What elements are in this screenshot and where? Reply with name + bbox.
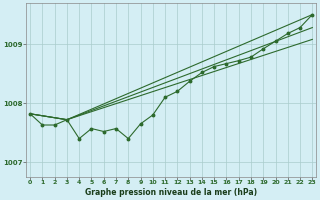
X-axis label: Graphe pression niveau de la mer (hPa): Graphe pression niveau de la mer (hPa) [85,188,257,197]
